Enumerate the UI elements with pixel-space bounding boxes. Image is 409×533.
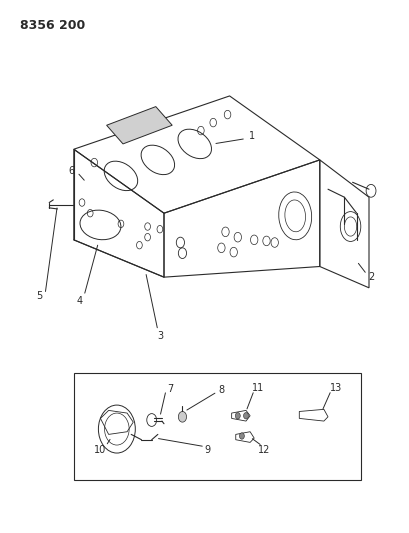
Text: 3: 3	[157, 331, 162, 341]
Circle shape	[243, 413, 248, 419]
Circle shape	[235, 413, 240, 419]
Text: 2: 2	[367, 272, 373, 282]
Polygon shape	[106, 107, 172, 144]
Text: 13: 13	[329, 383, 342, 393]
Circle shape	[239, 433, 244, 439]
Circle shape	[178, 411, 186, 422]
Text: 9: 9	[204, 446, 209, 455]
Text: 5: 5	[36, 291, 42, 301]
Bar	[74, 373, 360, 480]
Text: 11: 11	[252, 383, 264, 393]
Text: 8356 200: 8356 200	[20, 19, 85, 31]
Text: 1: 1	[249, 131, 254, 141]
Text: 4: 4	[77, 296, 83, 306]
Text: 6: 6	[69, 166, 74, 175]
Text: 8: 8	[218, 385, 224, 395]
Text: 12: 12	[258, 446, 270, 455]
Text: 7: 7	[166, 384, 173, 394]
Text: 10: 10	[94, 446, 106, 455]
